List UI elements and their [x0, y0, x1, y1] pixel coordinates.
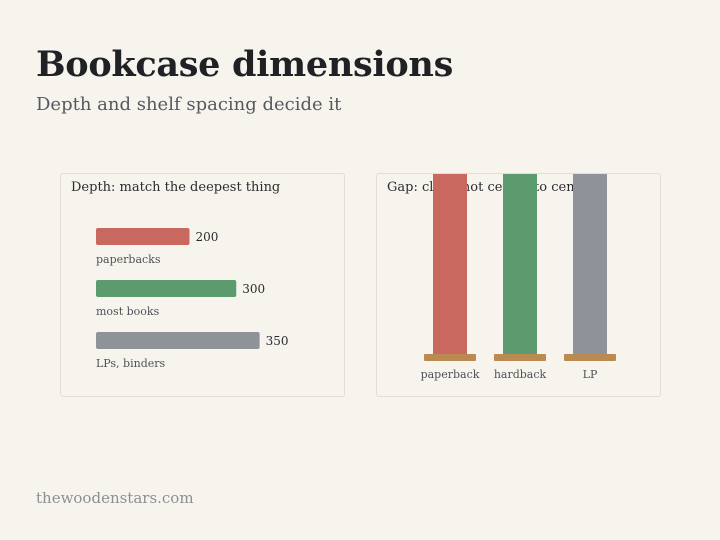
depth-bar-lps-binders — [96, 332, 260, 349]
gap-label-hardback: hardback — [494, 368, 547, 381]
gap-bottom-shelf-paperback — [424, 354, 476, 361]
depth-chart-panel: Depth: match the deepest thing 200 paperb… — [60, 173, 345, 397]
gap-bottom-shelf-lp — [564, 354, 616, 361]
depth-value-most-books: 300 — [242, 282, 265, 296]
depth-value-paperbacks: 200 — [196, 230, 219, 244]
depth-chart: 200 paperbacks 300 most books 350 LPs, binder… — [96, 228, 289, 370]
depth-label-lps-binders: LPs, binders — [96, 357, 166, 370]
depth-bar-most-books — [96, 280, 237, 297]
gap-bar-lp — [573, 174, 607, 354]
gap-label-paperback: paperback — [421, 368, 480, 381]
gap-bar-hardback — [503, 174, 537, 354]
gap-bottom-shelf-hardback — [494, 354, 546, 361]
depth-chart-title: Depth: match the deepest thing — [71, 180, 281, 195]
depth-label-most-books: most books — [96, 305, 160, 318]
depth-value-lps-binders: 350 — [266, 334, 289, 348]
gap-label-lp: LP — [583, 368, 598, 381]
page-title: Bookcase dimensions — [36, 44, 453, 85]
gap-chart: 230paperback290hardback340LP — [421, 174, 616, 381]
depth-label-paperbacks: paperbacks — [96, 253, 161, 266]
gap-bar-paperback — [433, 174, 467, 354]
page-subtitle: Depth and shelf spacing decide it — [36, 94, 342, 115]
depth-bar-paperbacks — [96, 228, 190, 245]
gap-chart-panel: Gap: clear, not centre to centre 230pape… — [376, 173, 661, 397]
site-footer: thewoodenstars.com — [36, 489, 194, 507]
